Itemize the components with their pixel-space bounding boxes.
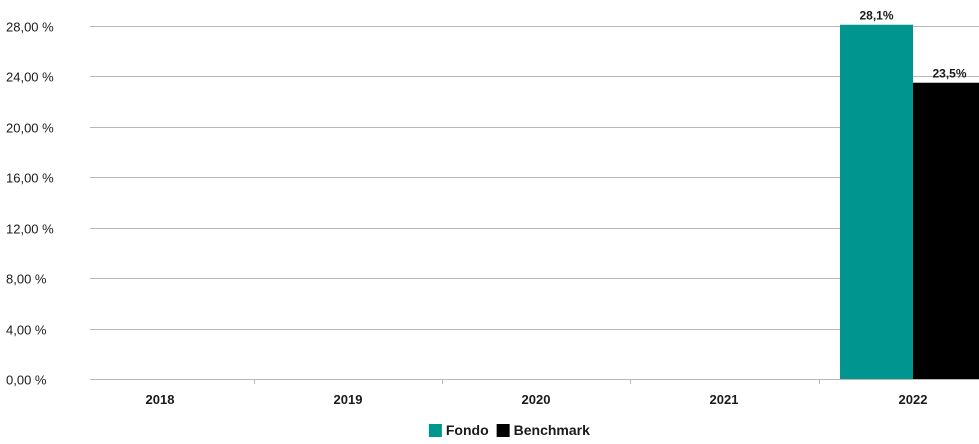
- y-tick-label: 16,00 %: [6, 171, 54, 186]
- y-axis-tick-labels: 0,00 % 4,00 % 8,00 % 12,00 % 16,00 % 20,00 % 2…: [6, 20, 54, 388]
- bar-fondo-2022: [840, 24, 913, 379]
- legend-swatch: [428, 424, 442, 437]
- legend-label: Fondo: [446, 422, 489, 438]
- data-label: 28,1%: [859, 9, 893, 23]
- bar-benchmark-2022: [913, 82, 979, 379]
- y-tick-label: 4,00 %: [6, 323, 47, 338]
- x-tick-label: 2018: [146, 392, 175, 407]
- legend-item: Benchmark: [496, 422, 590, 438]
- y-tick-label: 24,00 %: [6, 70, 54, 85]
- y-tick-label: 20,00 %: [6, 121, 54, 136]
- legend-item: Fondo: [428, 422, 489, 438]
- x-tick-label: 2020: [522, 392, 551, 407]
- y-tick-label: 0,00 %: [6, 373, 47, 388]
- x-tick-label: 2022: [899, 392, 928, 407]
- y-tick-label: 28,00 %: [6, 20, 54, 35]
- x-tick-label: 2019: [334, 392, 363, 407]
- legend: Fondo Benchmark: [428, 422, 590, 438]
- data-label: 23,5%: [932, 67, 966, 81]
- data-labels: 28,1% 23,5%: [859, 9, 966, 81]
- bars: [840, 24, 979, 379]
- legend-label: Benchmark: [514, 422, 590, 438]
- x-tick-label: 2021: [710, 392, 739, 407]
- x-axis-tick-labels: 2018 2019 2020 2021 2022: [146, 379, 928, 407]
- y-tick-label: 8,00 %: [6, 272, 47, 287]
- legend-swatch: [496, 424, 510, 437]
- y-tick-label: 12,00 %: [6, 222, 54, 237]
- gridlines: [90, 26, 979, 380]
